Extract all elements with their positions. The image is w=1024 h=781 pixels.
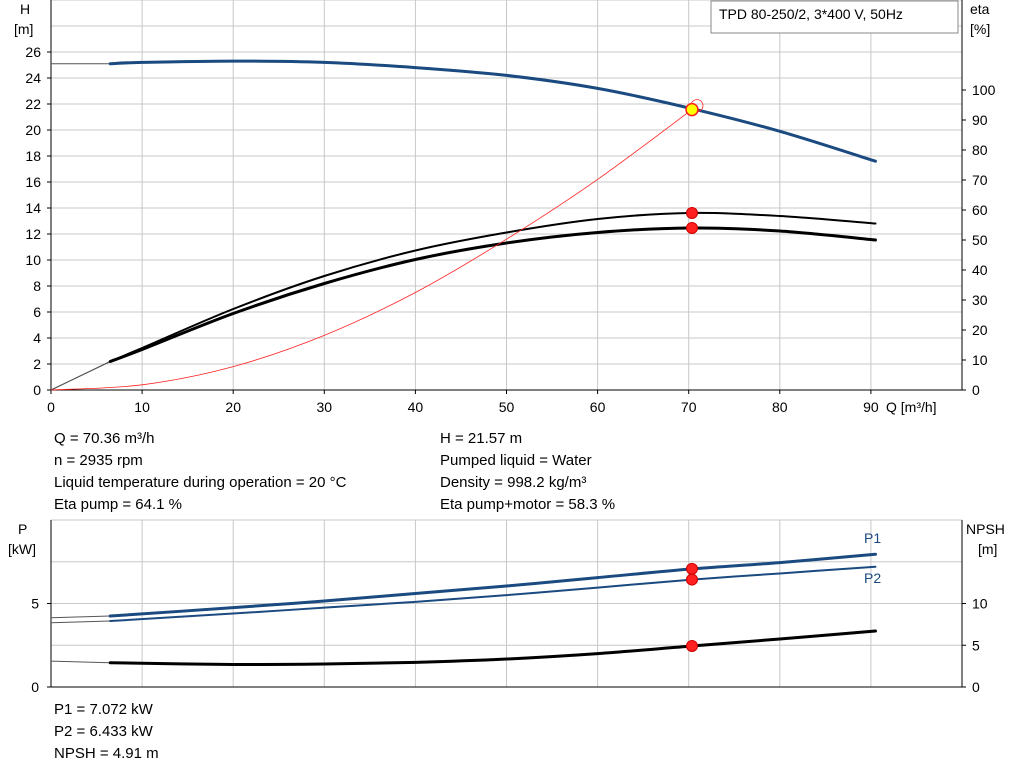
x-tick-label: 90 [863,399,879,415]
info-liquid: Pumped liquid = Water [440,452,592,469]
x-tick-label: 80 [772,399,788,415]
p2-curve [109,565,877,623]
npsh-tick-label: 0 [972,679,980,695]
x-tick-label: 40 [408,399,424,415]
eta-tick-label: 40 [972,262,988,278]
power-curve-leadin [50,615,111,619]
npsh-tick-label: 10 [972,596,988,612]
h-axis-label: H [20,1,30,17]
npsh-curve-leadin [50,660,111,664]
eta-tick-label: 50 [972,232,988,248]
npsh-tick-label: 5 [972,637,980,653]
power-curve-leadin [50,620,111,624]
info-npsh: NPSH = 4.91 m [54,745,159,762]
h-tick-label: 16 [25,174,41,190]
operating-point-marker [685,102,699,117]
x-tick-label: 30 [317,399,333,415]
h-tick-label: 2 [33,356,41,372]
eta-tick-label: 80 [972,142,988,158]
eta-tick-label: 30 [972,292,988,308]
eta-axis-unit: [%] [970,21,990,37]
eta-tick-label: 20 [972,322,988,338]
eta-total-curve [108,226,877,363]
h-tick-label: 22 [25,96,41,112]
p-axis-unit: [kW] [8,541,36,557]
h-tick-label: 20 [25,122,41,138]
x-tick-label: 70 [681,399,697,415]
bottom-chart-grid [50,519,963,688]
chart-title-box [710,0,959,34]
npsh-curve [108,629,877,667]
h-tick-label: 14 [25,200,41,216]
npsh-axis-unit: [m] [978,541,997,557]
info-density: Density = 998.2 kg/m³ [440,474,587,491]
chart-title: TPD 80-250/2, 3*400 V, 50Hz [719,6,903,22]
h-tick-label: 26 [25,44,41,60]
info-eta-pump: Eta pump = 64.1 % [54,496,182,513]
eta-tick-label: 10 [972,352,988,368]
h-curve [108,59,877,163]
info-h: H = 21.57 m [440,430,523,447]
eta-tick-label: 100 [972,82,996,98]
h-tick-label: 8 [33,278,41,294]
npsh-point [685,640,698,653]
eta-total-point [685,222,698,234]
h-tick-label: 24 [25,70,41,86]
h-tick-label: 18 [25,148,41,164]
eta-tick-label: 60 [972,202,988,218]
p-axis-label: P [18,521,27,537]
h-tick-label: 12 [25,226,41,242]
p1-series-label: P1 [864,530,881,546]
x-tick-label: 10 [134,399,150,415]
x-tick-label: 0 [47,399,55,415]
h-tick-label: 4 [33,330,41,346]
info-p2: P2 = 6.433 kW [54,723,153,740]
eta-tick-label: 70 [972,172,988,188]
p-tick-label: 5 [31,596,39,612]
p-tick-label: 0 [31,679,39,695]
h-axis-unit: [m] [14,21,33,37]
info-p1: P1 = 7.072 kW [54,701,153,718]
p1-point [685,562,698,575]
eta-pump-point [685,207,698,219]
info-n: n = 2935 rpm [54,452,143,469]
eta-tick-label: 0 [972,382,980,398]
system-curve [50,109,693,391]
x-tick-label: 50 [499,399,515,415]
p1-curve [108,552,877,618]
h-tick-label: 6 [33,304,41,320]
q-axis-label: Q [m³/h] [886,399,937,415]
h-tick-label: 0 [33,382,41,398]
info-q: Q = 70.36 m³/h [54,430,155,447]
x-tick-label: 60 [590,399,606,415]
p2-series-label: P2 [864,570,881,586]
info-eta-pump-motor: Eta pump+motor = 58.3 % [440,496,616,513]
npsh-axis-label: NPSH [966,521,1005,537]
eta-axis-label: eta [970,1,990,17]
x-tick-label: 20 [225,399,241,415]
h-tick-label: 10 [25,252,41,268]
eta-tick-label: 90 [972,112,988,128]
eta-pump-curve [109,211,877,363]
p2-point [685,573,698,586]
info-temperature: Liquid temperature during operation = 20… [54,474,347,491]
eta-curve-leadin [50,361,111,391]
